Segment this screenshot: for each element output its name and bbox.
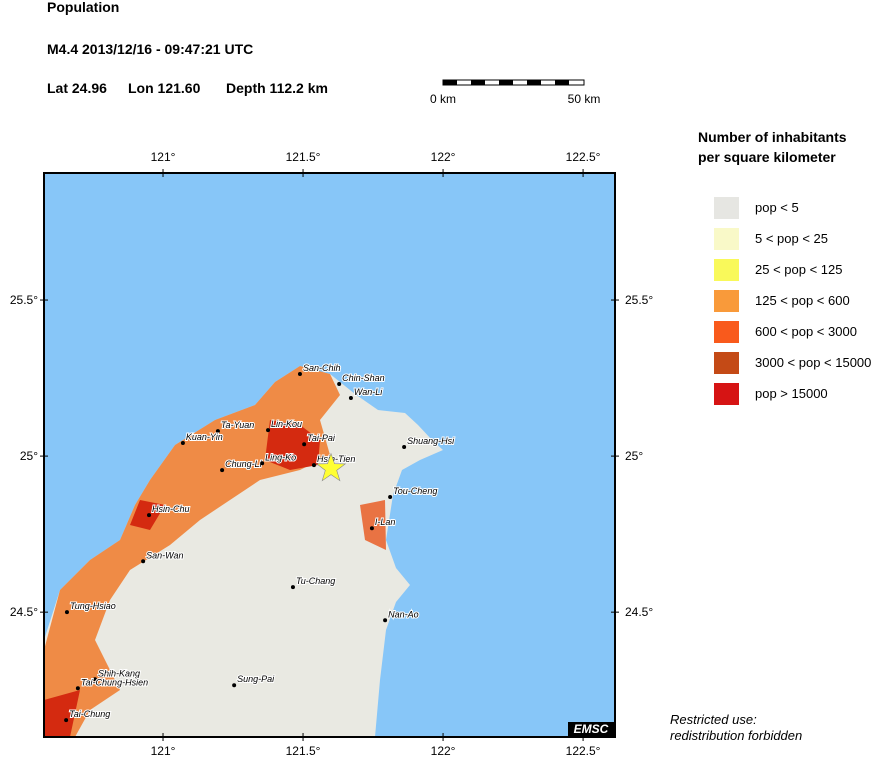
city-dot [402, 445, 407, 450]
note: redistribution forbidden [670, 728, 802, 743]
city-label: Hsin-Chu [152, 504, 190, 514]
depth: Depth 112.2 km [226, 80, 328, 96]
dense-area [44, 420, 320, 737]
city-dot [297, 372, 302, 377]
x-tick-label: 121.5° [286, 744, 321, 758]
epicenter [315, 452, 347, 482]
legend-swatch [714, 228, 739, 250]
city-label: Nan-Ao [388, 609, 419, 619]
x-tick-label: 122.5° [566, 744, 601, 758]
city-label: Wan-Li [354, 387, 383, 397]
legend-label: pop < 5 [755, 200, 799, 215]
city-label: Tai-Chung [69, 709, 110, 719]
city-dot [64, 718, 69, 723]
city-label: Chin-Shan [342, 373, 385, 383]
scale-label: 50 km [568, 92, 601, 106]
scale-label: 0 km [430, 92, 456, 106]
city-dot [388, 494, 393, 499]
event: M4.4 2013/12/16 - 09:47:21 UTC [47, 41, 253, 57]
legend-label: 3000 < pop < 15000 [755, 355, 871, 370]
x-tick-label: 121° [151, 744, 176, 758]
city-dot [75, 686, 80, 691]
legend-label: 125 < pop < 600 [755, 293, 850, 308]
city-dot [141, 559, 146, 564]
city-dot [215, 429, 220, 434]
legend-title: Number of inhabitants [698, 129, 847, 145]
city-label: San-Wan [146, 550, 183, 560]
logo: EMSC [574, 722, 609, 736]
city-label: Tou-Cheng [393, 486, 437, 496]
legend-swatch [714, 259, 739, 281]
scale-segment [499, 80, 513, 85]
city-label: Hsin-Tien [317, 454, 355, 464]
y-tick-label: 25° [625, 449, 643, 463]
city-dot [290, 585, 295, 590]
city-label: Chung-Li [225, 459, 263, 469]
map-frame [43, 172, 616, 738]
legend-swatch [714, 197, 739, 219]
x-tick-label: 122° [431, 744, 456, 758]
city-label: Tu-Chang [296, 576, 335, 586]
city-dot [311, 463, 316, 468]
city-label: Ta-Yuan [221, 420, 254, 430]
lat: Lat 24.96 [47, 80, 107, 96]
city-dot [232, 683, 237, 688]
city-dot [348, 396, 353, 401]
title: Population [47, 0, 119, 15]
legend-label: pop > 15000 [755, 386, 828, 401]
city-label: Kuan-Yin [186, 432, 223, 442]
legend-label: 600 < pop < 3000 [755, 324, 857, 339]
y-tick-label: 24.5° [10, 605, 38, 619]
legend-title: per square kilometer [698, 149, 836, 165]
legend-label: 25 < pop < 125 [755, 262, 842, 277]
x-tick-label: 121° [151, 150, 176, 164]
legend: pop < 5 5 < pop < 25 25 < pop < 125 125 < p… [714, 197, 871, 405]
y-tick-label: 24.5° [625, 605, 653, 619]
y-tick-label: 25.5° [10, 293, 38, 307]
x-tick-label: 122° [431, 150, 456, 164]
x-tick-label: 122.5° [566, 150, 601, 164]
logo-box [568, 722, 614, 736]
city-label: Tai-Chung-Hsien [81, 677, 148, 687]
y-tick-label: 25° [20, 449, 38, 463]
populated-area [360, 500, 386, 550]
city-dot [220, 468, 225, 473]
city-dot [337, 381, 342, 386]
city-label: Ling-Ko [265, 452, 296, 462]
city-label: Tung-Hsiao [70, 601, 116, 611]
land [44, 366, 443, 737]
city-dot [180, 440, 185, 445]
legend-swatch [714, 352, 739, 374]
lon: Lon 121.60 [128, 80, 201, 96]
scale-bar: 0 km 50 km [430, 79, 601, 106]
city-dot [64, 610, 69, 615]
legend-swatch [714, 321, 739, 343]
legend-swatch [714, 290, 739, 312]
city-dot [92, 677, 97, 682]
x-tick-label: 121.5° [286, 150, 321, 164]
city-label: I-Lan [375, 517, 396, 527]
note: Restricted use: [670, 712, 757, 727]
city-dot [260, 461, 265, 466]
y-tick-label: 25.5° [625, 293, 653, 307]
city-dot [147, 513, 152, 518]
city-dot [266, 428, 271, 433]
legend-swatch [714, 383, 739, 405]
city-label: Shih-Kang [98, 668, 140, 678]
city-dot [302, 442, 307, 447]
scale-segment [443, 80, 457, 85]
city-dot [383, 618, 388, 623]
city-label: Tai-Pai [307, 433, 336, 443]
city-dot [369, 526, 374, 531]
city-label: Lin-Kou [271, 419, 302, 429]
city-label: Sung-Pai [237, 674, 275, 684]
scale-segment [555, 80, 569, 85]
scale-segment [471, 80, 485, 85]
scale-segment [527, 80, 541, 85]
city-label: San-Chih [303, 363, 341, 373]
legend-label: 5 < pop < 25 [755, 231, 828, 246]
city-label: Shuang-Hsi [407, 436, 455, 446]
